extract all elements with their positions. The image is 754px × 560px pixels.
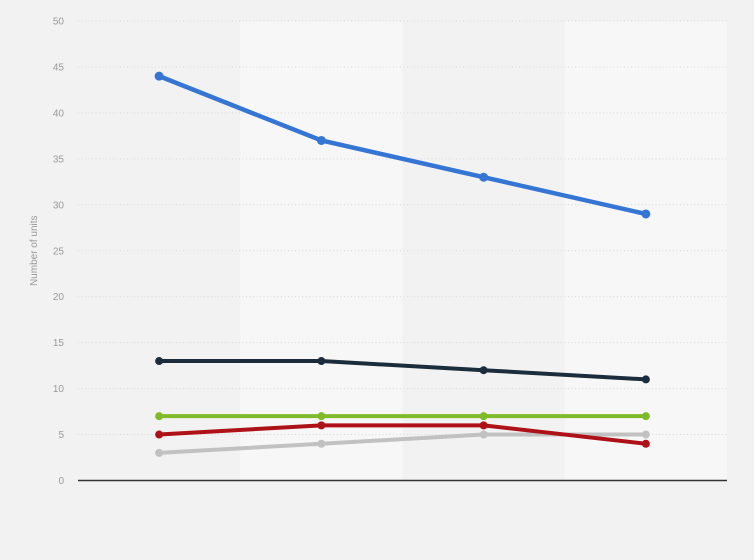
data-point-dark-red-3[interactable] [479,421,488,430]
series-line-dark-red [157,423,648,446]
data-point-green-1[interactable] [155,412,164,421]
data-point-gray-3[interactable] [479,430,488,439]
data-point-blue-2[interactable] [316,135,326,145]
y-tick-label-10: 10 [53,384,65,395]
data-point-dark-red-2[interactable] [317,421,326,430]
y-tick-label-0: 0 [58,476,64,487]
data-point-dark-navy-4[interactable] [641,375,650,384]
data-point-gray-4[interactable] [641,430,650,439]
y-tick-label-40: 40 [53,108,65,119]
data-point-blue-4[interactable] [641,209,651,219]
data-point-dark-navy-3[interactable] [479,366,488,375]
y-tick-label-35: 35 [53,154,65,165]
y-axis-title: Number of units [29,215,40,286]
data-point-blue-1[interactable] [154,71,164,81]
data-point-dark-navy-1[interactable] [155,357,164,366]
data-point-green-4[interactable] [641,412,650,421]
series-layer [154,71,651,457]
y-tick-label-5: 5 [58,430,64,441]
y-tick-label-30: 30 [53,200,65,211]
data-point-blue-3[interactable] [479,172,489,182]
axis-labels-layer: 0 5 10 15 20 25 30 35 40 45 50 [53,17,65,488]
data-point-dark-red-4[interactable] [641,439,650,448]
y-tick-label-15: 15 [53,338,65,349]
data-point-green-2[interactable] [317,412,326,421]
series-line-blue [156,73,649,217]
data-point-gray-2[interactable] [317,439,326,448]
data-point-green-3[interactable] [479,412,488,421]
y-tick-label-20: 20 [53,292,65,303]
y-tick-label-45: 45 [53,62,65,73]
y-tick-label-50: 50 [53,17,65,28]
series-line-dark-navy [157,359,648,382]
data-point-dark-navy-2[interactable] [317,357,326,366]
gridlines-layer [78,20,727,482]
data-point-gray-1[interactable] [155,448,164,457]
plot-band-column-2 [240,21,403,481]
data-point-dark-red-1[interactable] [155,430,164,439]
y-tick-label-25: 25 [53,246,65,257]
